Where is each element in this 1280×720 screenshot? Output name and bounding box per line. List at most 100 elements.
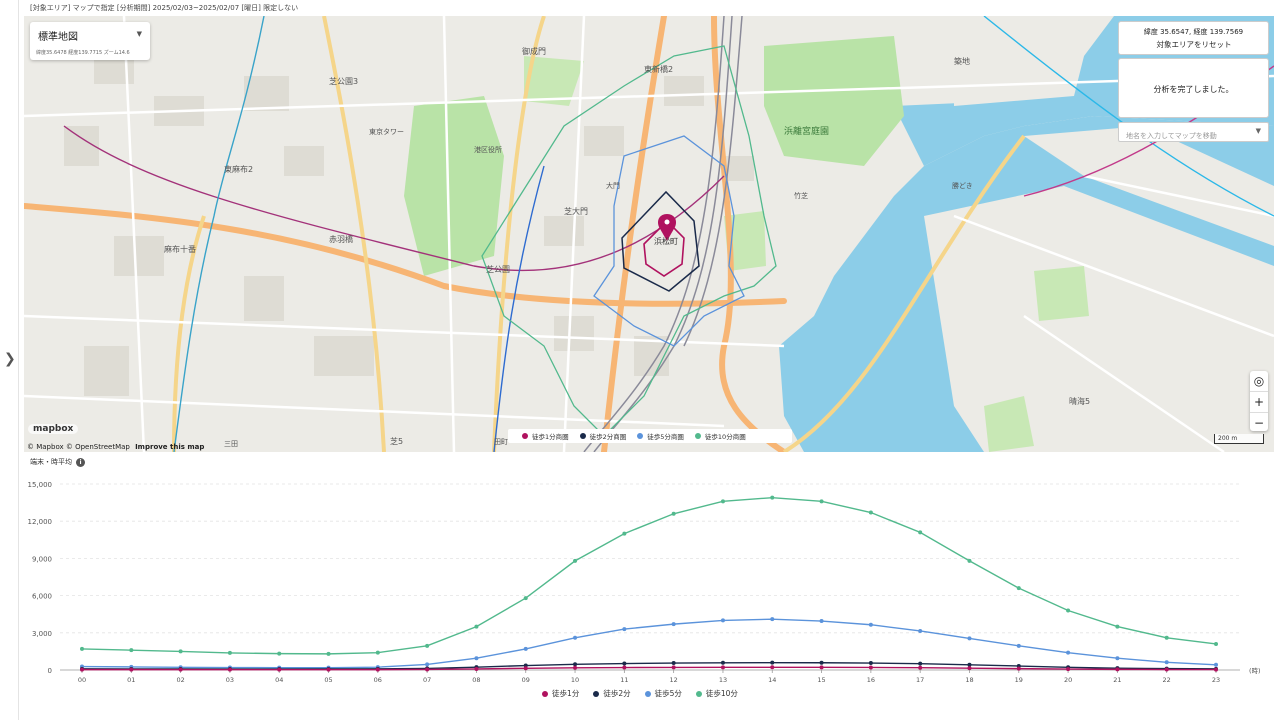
data-point — [918, 628, 923, 633]
caret-down-icon[interactable]: ▼ — [1255, 127, 1261, 135]
data-point — [819, 619, 824, 624]
data-point — [573, 635, 578, 640]
scale-bar: 200 m — [1214, 434, 1264, 444]
place-label: 東麻布2 — [224, 164, 253, 174]
y-tick-label: 12,000 — [28, 518, 53, 526]
data-point — [1214, 641, 1218, 646]
chart-title: 端末・時平均 i — [30, 457, 85, 467]
data-point — [819, 665, 824, 670]
data-point — [375, 650, 380, 655]
data-point — [1164, 667, 1169, 672]
analysis-status-text: 分析を完了しました。 — [1153, 85, 1234, 94]
x-tick-label: 06 — [374, 676, 382, 684]
info-icon[interactable]: i — [76, 457, 85, 467]
data-point — [918, 661, 923, 666]
x-tick-label: 13 — [719, 676, 727, 684]
data-point — [671, 511, 676, 516]
data-point — [918, 665, 923, 670]
data-point — [227, 667, 232, 672]
data-point — [573, 662, 578, 667]
chart-legend-item[interactable]: 徒歩2分 — [593, 688, 631, 699]
place-label: 浜松町 — [654, 236, 678, 246]
map-legend: 徒歩1分商圏 徒歩2分商圏 徒歩5分商圏 徒歩10分商圏 — [508, 429, 792, 443]
data-point — [80, 667, 84, 672]
chart-title-text: 端末・時平均 — [30, 458, 72, 466]
y-tick-label: 0 — [48, 667, 52, 675]
legend-dot — [644, 690, 651, 697]
place-label: 東新橋2 — [644, 64, 673, 74]
map-view[interactable]: 芝公園3 東新橋2 築地 東麻布2 浜離宮庭園 芝大門 浜松町 赤羽橋 麻布十番… — [24, 16, 1274, 452]
data-point — [671, 661, 676, 666]
mapbox-logo: mapbox — [28, 424, 79, 434]
data-point — [819, 499, 824, 504]
map-canvas[interactable]: 芝公園3 東新橋2 築地 東麻布2 浜離宮庭園 芝大門 浜松町 赤羽橋 麻布十番… — [24, 16, 1274, 452]
data-point — [868, 661, 873, 666]
legend-label: 徒歩1分商圏 — [532, 433, 569, 441]
data-point — [967, 636, 972, 641]
coordinate-text: 緯度 35.6547, 経度 139.7569 — [1143, 28, 1244, 36]
legend-label: 徒歩10分商圏 — [704, 433, 746, 441]
chart-legend-item[interactable]: 徒歩5分 — [644, 688, 682, 699]
series-line — [81, 496, 1217, 655]
legend-dot — [593, 690, 600, 697]
legend-label: 徒歩1分 — [552, 689, 580, 698]
x-tick-label: 10 — [571, 676, 579, 684]
data-point — [622, 531, 627, 536]
x-tick-label: 01 — [127, 676, 135, 684]
data-point — [277, 667, 282, 672]
data-point — [622, 665, 627, 670]
data-point — [178, 667, 183, 672]
place-label: 港区役所 — [474, 145, 502, 154]
x-tick-label: 05 — [324, 676, 332, 684]
map-attribution: © Mapbox © OpenStreetMap Improve this ma… — [27, 443, 204, 451]
y-tick-label: 6,000 — [32, 593, 52, 601]
legend-item: 徒歩2分商圏 — [579, 431, 627, 441]
hourly-line-chart: 0 3,000 6,000 9,000 12,000 15,000 00 01 02 03 04 05… — [28, 481, 1261, 684]
data-point — [326, 651, 331, 656]
place-label: 浜離宮庭園 — [784, 125, 829, 137]
data-point — [770, 617, 775, 622]
data-point — [227, 650, 232, 655]
zoom-in-button[interactable]: + — [1250, 392, 1268, 413]
zoom-out-button[interactable]: − — [1253, 416, 1265, 430]
map-coords-readout: 緯度35.6478 経度139.7715 ズーム14.6 — [36, 50, 130, 56]
data-point — [474, 666, 479, 671]
data-point — [770, 495, 775, 500]
x-tick-label: 11 — [620, 676, 628, 684]
chevron-right-icon[interactable]: ❯ — [4, 351, 16, 367]
legend-label: 徒歩5分 — [654, 689, 682, 698]
analysis-status-panel: 分析を完了しました。 — [1118, 58, 1269, 118]
data-point — [523, 596, 528, 601]
place-label: 東京タワー — [369, 127, 404, 136]
data-point — [868, 510, 873, 515]
data-point — [671, 665, 676, 670]
legend-label: 徒歩2分商圏 — [589, 433, 627, 441]
improve-map-link[interactable]: Improve this map — [135, 443, 205, 451]
data-point — [622, 661, 627, 666]
place-label: 竹芝 — [794, 191, 808, 200]
x-tick-label: 08 — [472, 676, 480, 684]
locate-icon[interactable]: ◎ — [1250, 371, 1268, 392]
place-label: 築地 — [954, 56, 970, 66]
data-point — [523, 666, 528, 671]
legend-dot — [637, 433, 644, 439]
map-style-select[interactable]: 標準地図 ▼ 緯度35.6478 経度139.7715 ズーム14.6 — [30, 22, 150, 60]
reset-area-button[interactable]: 対象エリアをリセット — [1156, 40, 1232, 49]
place-label: 田町 — [494, 438, 508, 446]
data-point — [474, 624, 479, 629]
place-search-input[interactable] — [1119, 128, 1248, 144]
data-point — [720, 618, 725, 623]
legend-dot — [522, 433, 528, 439]
data-point — [819, 660, 824, 665]
place-label: 芝公園 — [486, 264, 510, 274]
place-label: 晴海5 — [1069, 396, 1090, 406]
place-search-box[interactable]: ▼ — [1118, 122, 1269, 144]
y-tick-label: 3,000 — [32, 630, 52, 638]
x-tick-label: 18 — [965, 676, 973, 684]
chart-legend-item[interactable]: 徒歩1分 — [542, 688, 579, 699]
place-label: 芝5 — [390, 436, 403, 446]
x-tick-label: 09 — [522, 676, 530, 684]
data-point — [425, 662, 430, 667]
chart-legend-item[interactable]: 徒歩10分 — [695, 688, 738, 699]
x-tick-label: 12 — [670, 676, 678, 684]
